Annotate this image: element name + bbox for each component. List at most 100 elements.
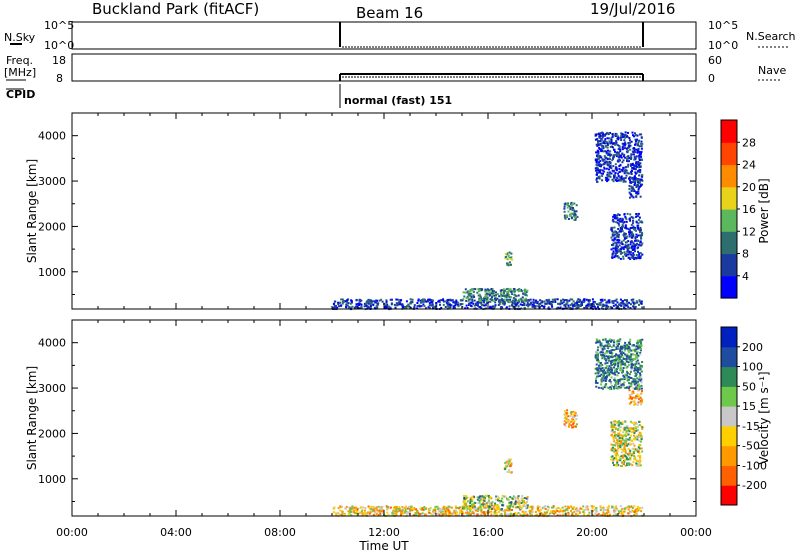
power-data-cell	[605, 140, 608, 143]
velocity-data-cell	[619, 465, 622, 467]
velocity-data-cell	[625, 456, 628, 459]
power-data-cell	[559, 302, 562, 305]
velocity-data-cell	[469, 498, 472, 501]
power-data-cell	[636, 163, 639, 166]
power-data-cell	[617, 156, 620, 159]
power-data-cell	[597, 169, 600, 172]
power-data-cell	[610, 138, 613, 141]
power-data-cell	[635, 156, 637, 159]
velocity-data-cell	[559, 510, 562, 513]
velocity-data-cell	[596, 349, 599, 352]
power-data-cell	[606, 171, 609, 174]
velocity-data-cell	[574, 414, 576, 417]
velocity-data-cell	[493, 507, 496, 510]
velocity-data-cell	[409, 509, 412, 512]
power-data-cell	[589, 299, 591, 302]
power-data-cell	[569, 206, 572, 209]
power-data-cell	[612, 239, 615, 242]
power-data-cell	[618, 165, 621, 168]
velocity-colorbar-segment	[721, 346, 737, 368]
power-data-cell	[614, 303, 617, 306]
power-data-cell	[634, 151, 637, 154]
velocity-data-cell	[639, 353, 642, 356]
velocity-data-cell	[405, 511, 408, 514]
velocity-data-cell	[473, 505, 476, 508]
power-data-cell	[511, 258, 514, 261]
velocity-data-cell	[614, 452, 617, 455]
power-data-cell	[574, 217, 577, 220]
power-data-cell	[465, 304, 468, 307]
velocity-data-cell	[588, 511, 591, 514]
velocity-data-cell	[481, 514, 484, 517]
power-data-cell	[624, 147, 627, 150]
power-data-cell	[622, 239, 625, 242]
power-data-cell	[600, 156, 603, 159]
velocity-data-cell	[595, 338, 598, 341]
power-data-cell	[607, 154, 609, 156]
velocity-data-cell	[364, 507, 367, 510]
velocity-data-cell	[574, 508, 577, 511]
velocity-data-cell	[461, 505, 464, 508]
velocity-data-cell	[617, 441, 620, 444]
power-data-cell	[548, 302, 551, 305]
power-data-cell	[630, 236, 633, 239]
power-data-cell	[622, 144, 625, 147]
velocity-data-cell	[355, 506, 358, 509]
power-data-cell	[620, 134, 623, 137]
velocity-data-cell	[517, 499, 520, 502]
power-data-cell	[629, 185, 632, 188]
velocity-data-cell	[631, 464, 634, 467]
velocity-data-cell	[501, 497, 504, 500]
power-data-cell	[604, 161, 606, 164]
power-data-cell	[627, 243, 630, 246]
velocity-data-cell	[506, 460, 509, 463]
power-data-cell	[402, 305, 404, 308]
nsky-label: N.Sky	[4, 31, 36, 44]
velocity-data-cell	[625, 430, 628, 432]
power-data-cell	[624, 253, 627, 256]
power-data-cell	[518, 300, 521, 303]
velocity-data-cell	[339, 509, 342, 512]
power-data-cell	[473, 296, 476, 298]
power-data-cell	[521, 304, 524, 307]
power-data-cell	[504, 252, 507, 255]
velocity-data-cell	[398, 506, 401, 509]
power-data-cell	[508, 261, 511, 264]
velocity-data-cell	[641, 427, 644, 430]
power-data-cell	[640, 244, 643, 247]
power-data-cell	[623, 144, 626, 147]
power-data-cell	[534, 305, 537, 308]
velocity-colorbar-segment	[721, 465, 737, 486]
power-data-cell	[427, 306, 430, 309]
power-data-cell	[632, 220, 635, 223]
power-data-cell	[397, 303, 399, 306]
power-data-cell	[537, 304, 540, 307]
velocity-data-cell	[639, 393, 642, 396]
power-data-cell	[567, 202, 570, 205]
power-data-cell	[640, 133, 643, 136]
velocity-data-cell	[636, 450, 639, 453]
velocity-data-cell	[487, 499, 490, 502]
power-data-cell	[634, 226, 637, 229]
velocity-data-cell	[640, 344, 643, 347]
velocity-data-cell	[613, 366, 616, 369]
velocity-data-cell	[635, 387, 638, 390]
power-data-cell	[633, 149, 636, 152]
velocity-data-cell	[377, 509, 380, 512]
velocity-data-cell	[610, 349, 613, 352]
power-data-cell	[628, 231, 630, 234]
power-data-cell	[492, 292, 495, 295]
power-data-cell	[452, 307, 455, 310]
power-data-cell	[630, 254, 633, 257]
power-data-cell	[624, 136, 626, 139]
power-data-cell	[566, 204, 569, 207]
power-data-cell	[594, 138, 597, 141]
power-colorbar-segment	[721, 186, 737, 210]
velocity-data-cell	[570, 424, 573, 427]
velocity-data-cell	[564, 505, 567, 508]
velocity-data-cell	[401, 507, 404, 510]
x-tick-label: 12:00	[368, 526, 400, 539]
velocity-data-cell	[367, 505, 370, 508]
velocity-data-cell	[627, 453, 630, 456]
power-data-cell	[583, 307, 586, 309]
